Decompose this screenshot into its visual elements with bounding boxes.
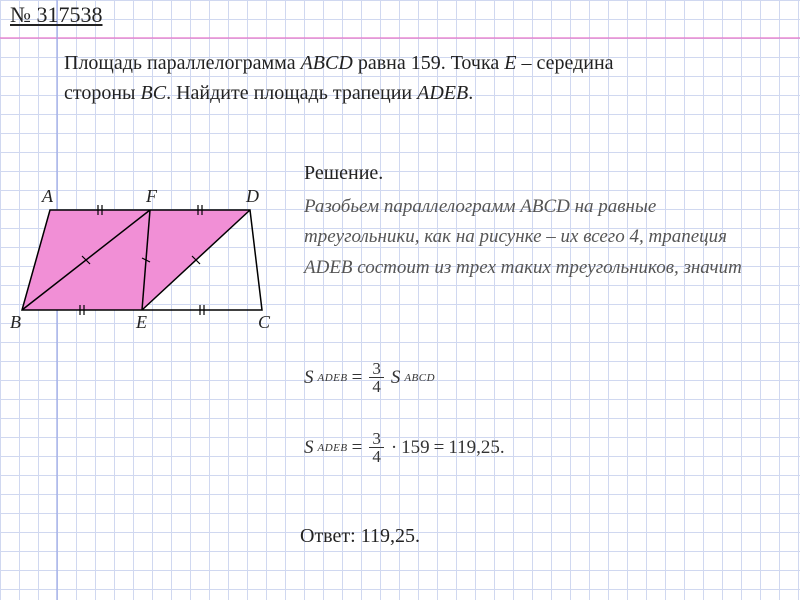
abcd: ABCD — [301, 52, 353, 74]
sub-adeb: ADEB — [318, 442, 348, 454]
point-e: E — [504, 52, 516, 74]
solution-title: Решение. — [304, 162, 383, 185]
denominator: 4 — [369, 448, 384, 465]
problem-frag: стороны — [64, 82, 141, 104]
geometry-diagram: A F D B E C — [2, 180, 292, 340]
formula-1: SADEB = 3 4 SABCD — [304, 360, 435, 395]
trapezoid-adeb — [22, 210, 250, 310]
answer: Ответ: 119,25. — [300, 525, 420, 548]
problem-number: № 317538 — [10, 2, 103, 28]
label-c: C — [258, 312, 271, 332]
problem-frag: – середина — [516, 52, 613, 74]
equals: = — [352, 367, 363, 389]
answer-value: 119,25. — [361, 525, 420, 547]
result: 119,25. — [448, 437, 504, 459]
label-d: D — [245, 186, 259, 206]
equals: = — [434, 437, 445, 459]
solution-body: Разобьем параллелограмм ABCD на равные т… — [304, 192, 774, 283]
numerator: 3 — [369, 430, 384, 448]
problem-frag: равна 159. Точка — [353, 52, 504, 74]
adeb: ADEB — [417, 82, 468, 104]
dot: · — [391, 437, 397, 459]
problem-text: Площадь параллелограмма ABCD равна 159. … — [64, 48, 704, 108]
S-symbol: S — [304, 367, 314, 389]
fraction-34: 3 4 — [369, 360, 384, 395]
answer-label: Ответ: — [300, 525, 361, 547]
label-b: B — [10, 312, 21, 332]
label-f: F — [145, 186, 158, 206]
bc: BC — [141, 82, 167, 104]
formula-2: S ADEB = 3 4 · 159 = 119,25. — [304, 430, 505, 465]
problem-frag: . — [468, 82, 473, 104]
problem-frag: Площадь параллелограмма — [64, 52, 301, 74]
denominator: 4 — [369, 378, 384, 395]
label-e: E — [135, 312, 147, 332]
sub-abcd: ABCD — [404, 372, 435, 384]
S-symbol: S — [304, 437, 314, 459]
problem-frag: . Найдите площадь трапеции — [166, 82, 417, 104]
value-159: 159 — [401, 437, 430, 459]
label-a: A — [41, 186, 54, 206]
sub-adeb: ADEB — [318, 372, 348, 384]
numerator: 3 — [369, 360, 384, 378]
fraction-34: 3 4 — [369, 430, 384, 465]
equals: = — [352, 437, 363, 459]
S-symbol: S — [391, 367, 401, 389]
